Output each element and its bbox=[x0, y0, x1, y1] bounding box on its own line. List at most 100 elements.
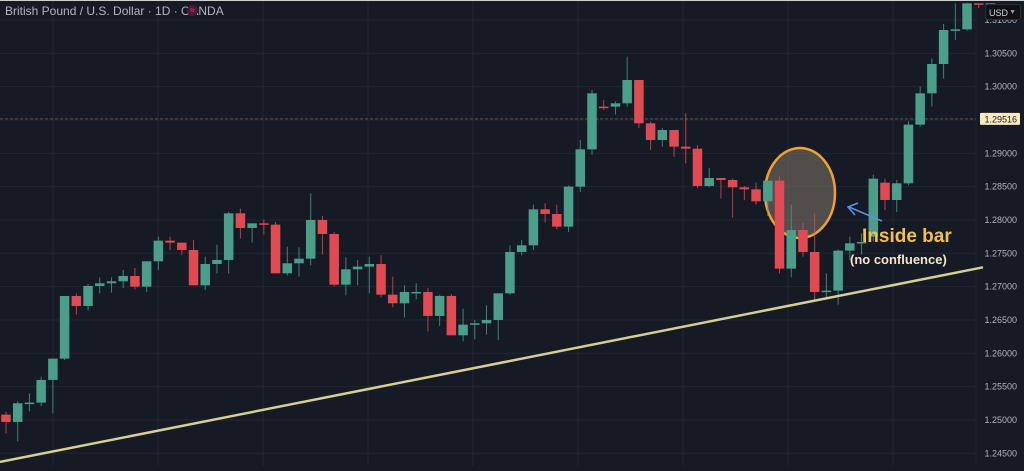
top-border bbox=[0, 0, 1024, 1]
candle[interactable] bbox=[446, 293, 457, 336]
price-tick-label: 1.25000 bbox=[984, 415, 1017, 425]
candle[interactable] bbox=[575, 139, 586, 192]
candle[interactable] bbox=[516, 239, 527, 256]
candle[interactable] bbox=[681, 113, 691, 164]
candle[interactable] bbox=[704, 167, 714, 188]
candle[interactable] bbox=[540, 203, 550, 223]
candle[interactable] bbox=[598, 99, 609, 110]
candle[interactable] bbox=[915, 86, 925, 127]
current-price-label: 1.29516 bbox=[984, 114, 1017, 124]
candle[interactable] bbox=[423, 287, 433, 332]
candle[interactable] bbox=[470, 319, 480, 340]
candle[interactable] bbox=[376, 255, 386, 298]
currency-label: USD bbox=[989, 8, 1009, 18]
candle[interactable] bbox=[434, 294, 445, 326]
candle[interactable] bbox=[48, 358, 58, 414]
candle[interactable] bbox=[821, 273, 832, 300]
candle[interactable] bbox=[223, 211, 234, 274]
candle[interactable] bbox=[352, 259, 363, 286]
candle[interactable] bbox=[962, 3, 972, 31]
candle[interactable] bbox=[259, 219, 269, 235]
candle[interactable] bbox=[938, 23, 949, 79]
annotation-no-confluence: (no confluence) bbox=[850, 252, 947, 267]
candle[interactable] bbox=[845, 236, 855, 260]
candle[interactable] bbox=[59, 295, 70, 360]
candle[interactable] bbox=[294, 247, 304, 277]
candle[interactable] bbox=[610, 101, 621, 115]
candle[interactable] bbox=[106, 277, 117, 293]
candle[interactable] bbox=[809, 213, 820, 300]
trendline[interactable] bbox=[0, 266, 984, 464]
price-tick-label: 1.27000 bbox=[984, 282, 1017, 292]
candle[interactable] bbox=[153, 236, 164, 270]
candle[interactable] bbox=[270, 221, 281, 274]
candle[interactable] bbox=[927, 58, 937, 107]
candle[interactable] bbox=[868, 174, 879, 242]
candle[interactable] bbox=[200, 256, 210, 290]
candle[interactable] bbox=[247, 223, 257, 243]
candle[interactable] bbox=[481, 305, 492, 335]
candle[interactable] bbox=[622, 56, 632, 107]
indicator-badge-icon[interactable]: ≈ bbox=[187, 5, 198, 16]
price-tick-label: 1.27500 bbox=[984, 248, 1017, 258]
candle[interactable] bbox=[716, 177, 726, 199]
candle[interactable] bbox=[141, 261, 152, 292]
candle[interactable] bbox=[528, 204, 539, 250]
candle[interactable] bbox=[552, 204, 562, 230]
candle[interactable] bbox=[880, 178, 890, 210]
candle[interactable] bbox=[856, 233, 867, 255]
candle[interactable] bbox=[71, 293, 82, 315]
candle[interactable] bbox=[341, 257, 351, 296]
candle[interactable] bbox=[282, 246, 293, 276]
candle[interactable] bbox=[645, 121, 656, 150]
candle[interactable] bbox=[399, 285, 410, 318]
candle[interactable] bbox=[212, 244, 222, 274]
candle[interactable] bbox=[727, 178, 738, 218]
price-tick-label: 1.25500 bbox=[984, 382, 1017, 392]
candle[interactable] bbox=[763, 180, 773, 216]
candle[interactable] bbox=[130, 267, 140, 290]
candle[interactable] bbox=[974, 3, 984, 9]
candle[interactable] bbox=[317, 215, 328, 255]
candle[interactable] bbox=[12, 401, 23, 442]
candle[interactable] bbox=[388, 276, 398, 308]
candle[interactable] bbox=[587, 89, 597, 155]
annotation-inside-bar: Inside bar bbox=[862, 226, 952, 247]
candle[interactable] bbox=[411, 283, 421, 300]
candle[interactable] bbox=[83, 283, 93, 311]
candle[interactable] bbox=[657, 127, 668, 147]
candle[interactable] bbox=[563, 185, 574, 232]
candle[interactable] bbox=[305, 193, 316, 266]
candle[interactable] bbox=[177, 242, 187, 255]
candle[interactable] bbox=[36, 376, 46, 406]
candle[interactable] bbox=[798, 222, 808, 257]
candle[interactable] bbox=[493, 293, 503, 340]
candle[interactable] bbox=[1, 411, 11, 434]
chevron-down-icon: ▼ bbox=[1009, 9, 1016, 16]
candle[interactable] bbox=[458, 308, 468, 342]
candle[interactable] bbox=[165, 236, 175, 250]
candle[interactable] bbox=[692, 145, 703, 188]
candle[interactable] bbox=[634, 79, 644, 128]
candle[interactable] bbox=[669, 129, 679, 157]
candle[interactable] bbox=[329, 231, 339, 287]
candle[interactable] bbox=[751, 182, 761, 205]
candle[interactable] bbox=[24, 393, 35, 412]
candle[interactable] bbox=[903, 121, 914, 186]
candle[interactable] bbox=[364, 256, 375, 294]
candle[interactable] bbox=[739, 185, 750, 200]
candle[interactable] bbox=[891, 179, 902, 212]
currency-select[interactable]: USD ▼ bbox=[985, 4, 1021, 20]
candle[interactable] bbox=[505, 245, 515, 295]
candle[interactable] bbox=[95, 277, 105, 294]
candle[interactable] bbox=[118, 269, 128, 288]
price-tick-label: 1.30000 bbox=[984, 82, 1017, 92]
candle[interactable] bbox=[950, 3, 961, 40]
price-tick-label: 1.24500 bbox=[984, 448, 1017, 458]
candle[interactable] bbox=[235, 208, 246, 239]
candle[interactable] bbox=[188, 239, 199, 286]
candle[interactable] bbox=[774, 176, 785, 274]
candle[interactable] bbox=[786, 204, 796, 278]
